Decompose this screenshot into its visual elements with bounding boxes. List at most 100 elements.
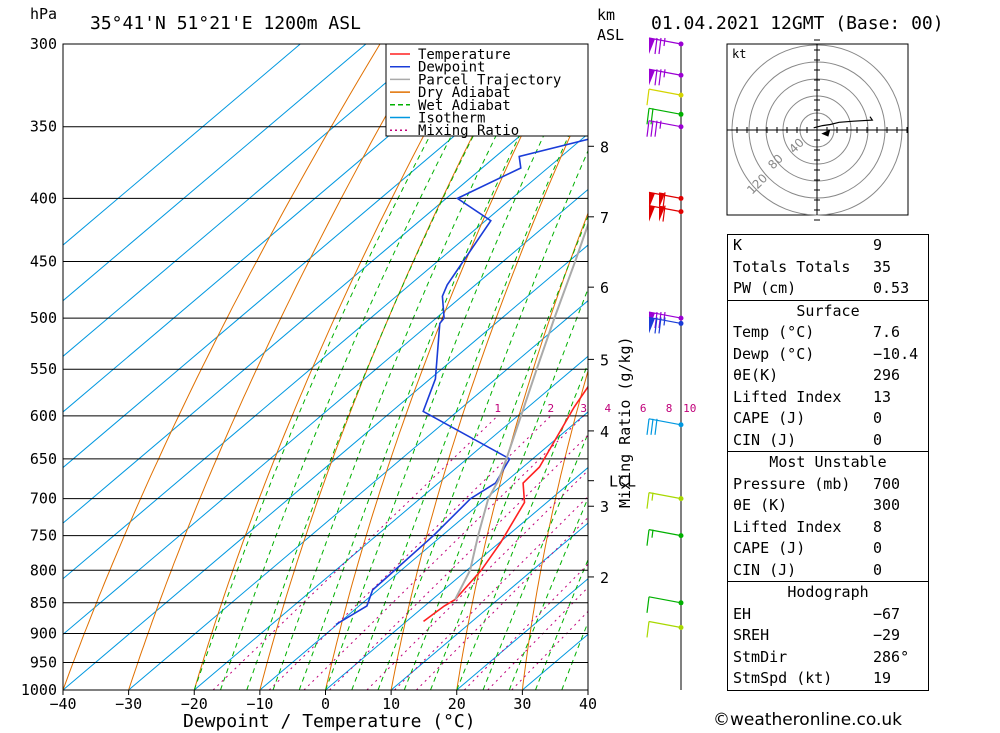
km-tick-label: LCL [609,473,636,491]
most-unstable-row: Pressure (mb) 700 [728,474,928,496]
pressure-tick-label: 850 [30,594,57,612]
pressure-tick-label: 600 [30,407,57,425]
wind-barb-feather [646,108,650,125]
most-unstable-value: 0 [873,560,883,579]
x-tick-label: 20 [448,695,466,713]
wind-barb-pennant [649,205,655,222]
wind-barb-pennant [649,192,655,209]
wind-barb-feather [654,120,658,137]
surface-heading: Surface [796,301,860,320]
legend-label: Isotherm [418,111,485,127]
surface-label: Temp (°C) [733,323,815,341]
most-unstable-value: 700 [873,474,901,493]
mixing-ratio-label: 8 [666,402,673,415]
wind-barb-pennant [659,205,665,222]
km-label: km [597,6,615,24]
surface-row: Temp (°C) 7.6 [728,322,928,344]
most-unstable-row: CAPE (J) 0 [728,538,928,560]
wind-barb-pennant [659,192,665,209]
wind-barb-feather [654,418,658,435]
hodograph-stat-label: StmDir [733,647,788,666]
surface-label: Lifted Index [733,387,842,406]
wet-adiabat-line [351,92,588,690]
legend-label: Dewpoint [418,60,485,76]
wind-barb-feather [658,69,662,86]
pressure-tick-label: 300 [30,35,57,53]
wet-adiabat-line [298,44,565,690]
pressure-tick-label: 700 [30,490,57,508]
km-tick-label: 8 [600,138,609,156]
indices-table: K 9 Totals Totals 35 PW (cm) 0.53 Surface Tem… [727,234,929,691]
wet-adiabat-line [246,44,522,690]
wind-barb-feather [646,529,650,546]
isotherm-line [63,244,588,690]
wet-adiabat-line [482,432,588,690]
isotherm-line [325,466,588,690]
isotherm-line [259,411,588,690]
pressure-tick-label: 750 [30,527,57,545]
isotherm-line [456,578,588,690]
isotherm-line [63,133,588,580]
wind-barb-feather [646,120,650,137]
index-row: PW (cm) 0.53 [728,278,928,300]
surface-row: CAPE (J) 0 [728,408,928,430]
x-tick-label: −40 [49,695,76,713]
most-unstable-value: 0 [873,539,883,557]
hodograph-stat-row: SREH −29 [728,625,928,647]
most-unstable-heading: Most Unstable [769,453,887,471]
wind-barb-half-feather [651,529,654,538]
isotherm-line [63,77,588,524]
surface-label: CAPE (J) [733,409,806,427]
wind-barb-pennant [649,38,655,54]
wind-barb-shaft [648,120,682,128]
km-tick-label: 5 [600,351,609,369]
asl-label: ASL [597,26,624,44]
pressure-tick-label: 350 [30,118,57,136]
hpa-label: hPa [30,5,57,23]
hodograph-stat-label: StmSpd (kt) [733,669,833,687]
pressure-tick-label: 450 [30,253,57,271]
pressure-tick-label: 400 [30,189,57,207]
wind-barb-shaft [648,88,682,96]
wind-barb-half-feather [663,312,666,321]
wind-barb-shaft [648,492,682,500]
wet-adiabat-line [456,362,588,690]
km-tick-label: 7 [600,209,609,227]
most-unstable-row: CIN (J) 0 [728,560,928,582]
legend-label: Mixing Ratio [418,123,519,139]
x-tick-label: −20 [181,695,208,713]
isotherm-line [63,44,498,413]
hodograph-stat-value: −67 [873,604,901,623]
wind-barb-shaft [648,107,682,115]
surface-label: θE(K) [733,366,779,384]
dry-adiabat-line [193,44,474,690]
surface-row: Lifted Index 13 [728,387,928,409]
isotherm-line [63,44,367,302]
wet-adiabat-line [325,44,588,690]
isotherm-line [63,44,301,246]
surface-row: CIN (J) 0 [728,430,928,452]
hodograph-stat-row: StmDir 286° [728,647,928,669]
index-value: 35 [873,257,892,276]
km-tick-label: 4 [600,423,609,441]
most-unstable-label: CAPE (J) [733,539,806,557]
wind-barb-shaft [648,529,682,537]
dewpoint-line [335,138,588,626]
hodograph-kt-label: kt [732,47,746,61]
surface-label: CIN (J) [733,430,797,449]
most-unstable-label: CIN (J) [733,560,797,579]
wind-barb-pennant [649,69,655,86]
mixing-ratio-label: 2 [547,402,554,415]
copyright-notice: ©weatheronline.co.uk [713,710,903,730]
wind-barb-feather [646,89,650,106]
pressure-tick-label: 550 [30,360,57,378]
dry-adiabat-line [128,44,427,690]
wind-barb-shaft [648,596,682,604]
wind-barb-half-feather [651,492,654,501]
datetime-title: 01.04.2021 12GMT (Base: 00) [651,13,944,34]
km-tick-label: 2 [600,569,609,587]
dry-adiabat-line [970,44,1000,690]
surface-row: Dewp (°C) −10.4 [728,344,928,366]
pressure-tick-label: 1000 [21,681,57,699]
